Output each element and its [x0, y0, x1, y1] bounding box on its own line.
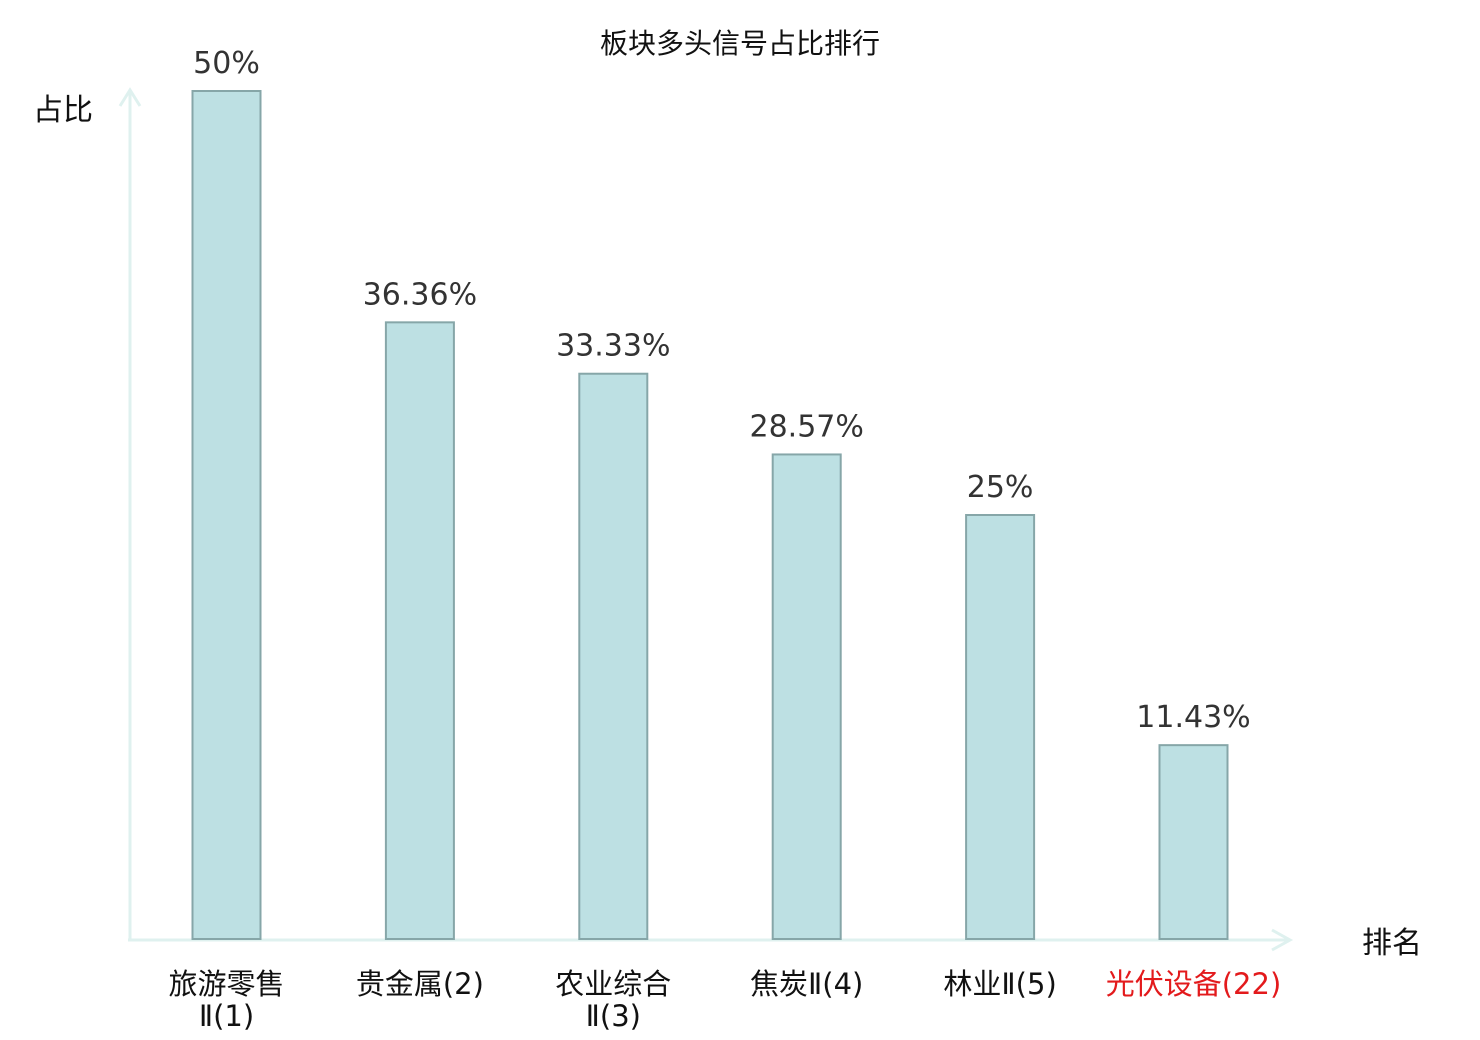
- x-axis-arrow: [1271, 928, 1294, 952]
- bar: [578, 372, 649, 940]
- value-labels-group: 50% 36.36% 33.33% 28.57% 25% 11.43%: [193, 46, 1251, 735]
- bar: [191, 90, 262, 940]
- x-tick-label: 焦炭Ⅱ(4): [750, 967, 863, 1001]
- x-tick-label: 农业综合: [555, 967, 671, 1001]
- x-tick-label: 林业Ⅱ(5): [943, 967, 1056, 1001]
- x-tick-label: 光伏设备(22): [1106, 967, 1282, 1001]
- y-axis-arrow: [118, 87, 142, 107]
- x-tick-label: 旅游零售: [168, 967, 284, 1001]
- bar-value-label: 36.36%: [363, 277, 477, 312]
- x-tick-label: Ⅱ(1): [199, 999, 254, 1033]
- chart-title: 板块多头信号占比排行: [600, 27, 880, 60]
- bar: [1158, 744, 1229, 941]
- bar-value-label: 50%: [193, 46, 260, 81]
- bar: [771, 453, 842, 940]
- bar: [384, 321, 455, 940]
- bar-value-label: 11.43%: [1136, 700, 1250, 735]
- bar-value-label: 28.57%: [750, 409, 864, 444]
- bar: [965, 514, 1036, 940]
- bar-value-label: 25%: [967, 470, 1034, 505]
- x-tick-label: Ⅱ(3): [586, 999, 641, 1033]
- bar-value-label: 33.33%: [556, 329, 670, 364]
- y-axis-label: 占比: [33, 93, 93, 128]
- x-tick-label: 贵金属(2): [356, 967, 484, 1001]
- bars-group: [191, 90, 1229, 941]
- x-axis-label: 排名: [1362, 926, 1422, 961]
